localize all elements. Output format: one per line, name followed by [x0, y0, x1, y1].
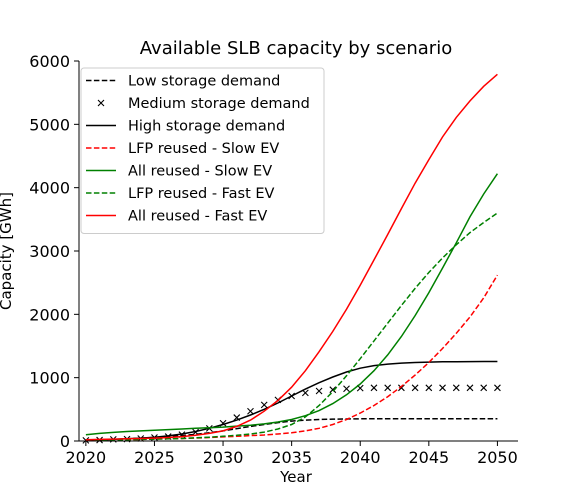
x-tick-label-2020: 2020 [66, 448, 107, 467]
data-point-medium-2049 [480, 384, 488, 392]
x-tick-label-2030: 2030 [203, 448, 244, 467]
series-line-6 [85, 73, 498, 441]
y-tick-label-4000: 4000 [29, 179, 70, 198]
data-point-medium-2032 [247, 407, 254, 415]
legend-label-2: High storage demand [128, 119, 285, 135]
legend-marker-1 [97, 99, 105, 107]
series-line-5 [85, 212, 498, 442]
y-tick-label-5000: 5000 [29, 115, 70, 134]
data-point-medium-2047 [452, 384, 460, 392]
legend-label-5: LFP reused - Fast EV [128, 186, 275, 202]
legend-label-4: All reused - Slow EV [128, 164, 272, 180]
series-line-4 [85, 173, 499, 436]
data-point-medium-2048 [466, 384, 474, 392]
x-tick-label-2035: 2035 [271, 448, 312, 467]
legend-label-6: All reused - Fast EV [128, 209, 267, 225]
data-point-medium-2041 [370, 384, 378, 392]
y-tick-label-1000: 1000 [29, 369, 70, 388]
y-tick-label-6000: 6000 [29, 52, 70, 71]
data-point-medium-2039 [343, 385, 350, 393]
legend-label-3: LFP reused - Slow EV [128, 141, 279, 157]
axes: 0 1000 2000 3000 4000 5000 6000 2020 2025 2030 203… [29, 52, 518, 467]
series-line-2 [85, 360, 498, 442]
data-point-medium-2033 [260, 401, 268, 409]
legend-label-1: Medium storage demand [128, 96, 310, 112]
legend-box [80, 67, 325, 234]
data-point-medium-2045 [425, 384, 433, 392]
plot-area [82, 73, 501, 444]
legend-label-0: Low storage demand [128, 74, 280, 90]
data-point-medium-2042 [384, 384, 392, 392]
data-point-medium-2046 [439, 384, 446, 392]
x-tick-label-2050: 2050 [477, 448, 518, 467]
series-line-3 [85, 274, 499, 442]
data-point-medium-2038 [329, 386, 337, 394]
data-point-medium-2037 [315, 387, 323, 395]
y-tick-label-3000: 3000 [29, 242, 70, 261]
legend: Low storage demand Medium storage demand H… [80, 67, 325, 234]
data-point-medium-2050 [494, 384, 501, 392]
x-axis-label: Year [279, 468, 313, 486]
x-tick-label-2045: 2045 [408, 448, 449, 467]
x-tick-label-2040: 2040 [340, 448, 381, 467]
data-point-medium-2020 [82, 436, 90, 444]
y-tick-label-0: 0 [60, 432, 70, 451]
data-point-medium-2044 [411, 384, 419, 392]
y-tick-label-2000: 2000 [29, 305, 70, 324]
chart-title: Available SLB capacity by scenario [140, 38, 452, 59]
y-axis-label: Capacity [GWh] [0, 192, 15, 310]
x-tick-label-2025: 2025 [134, 448, 175, 467]
